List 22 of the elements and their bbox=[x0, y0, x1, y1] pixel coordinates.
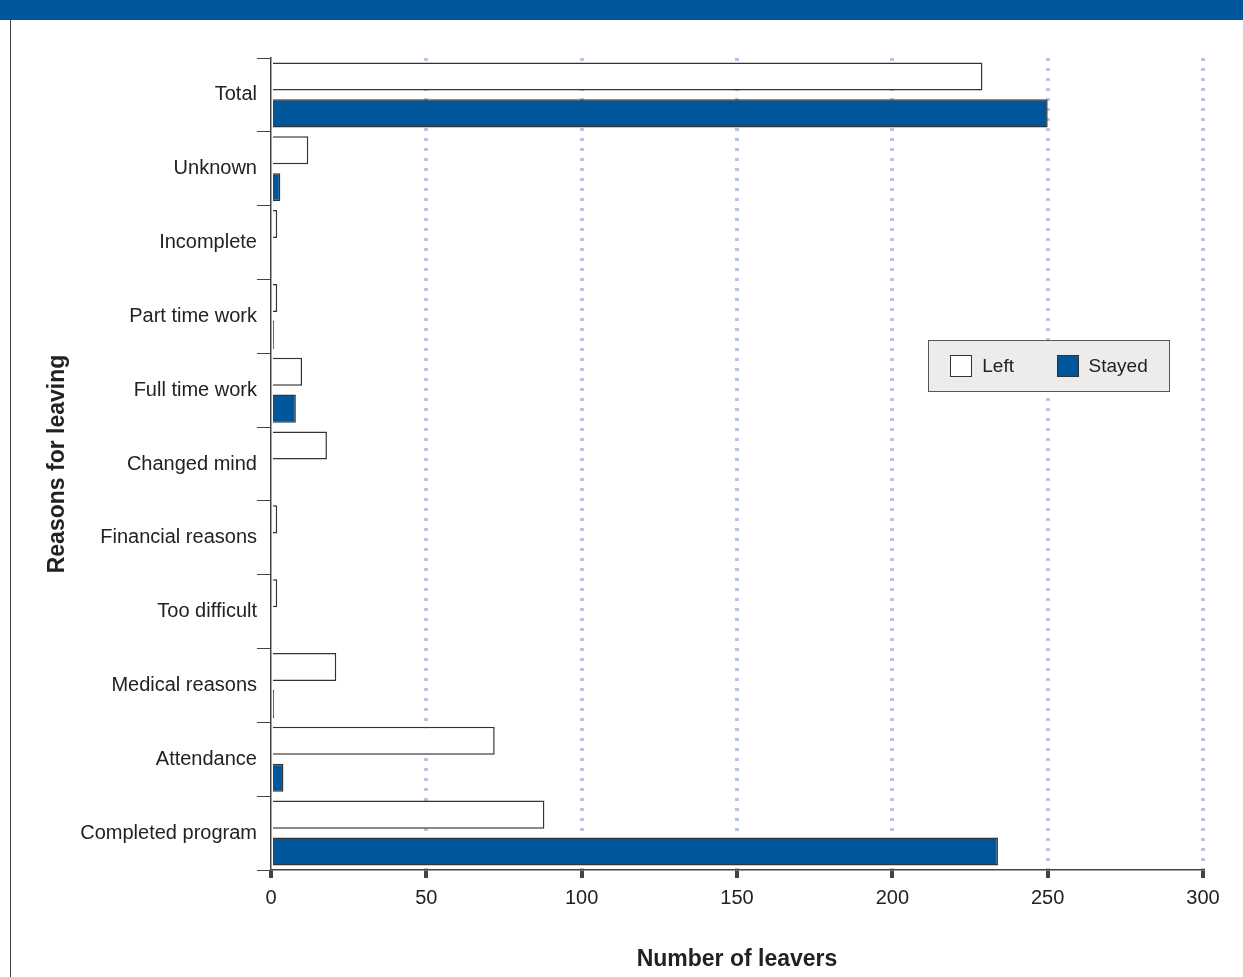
legend-label: Left bbox=[982, 355, 1014, 377]
x-axis-title: Number of leavers bbox=[636, 944, 838, 971]
x-tick-label: 100 bbox=[564, 885, 599, 908]
x-tick-label: 300 bbox=[1186, 885, 1220, 908]
x-tick-label: 0 bbox=[265, 885, 277, 908]
x-tick-label: 250 bbox=[1030, 885, 1065, 908]
y-tick-label: Medical reasons bbox=[111, 672, 257, 695]
y-tick-label: Changed mind bbox=[126, 451, 257, 474]
y-tick-label: Unknown bbox=[173, 156, 257, 179]
y-tick-label: Too difficult bbox=[157, 599, 258, 622]
y-tick-label: Attendance bbox=[155, 746, 257, 769]
y-tick-label: Financial reasons bbox=[100, 525, 257, 548]
y-tick-label: Full time work bbox=[133, 377, 258, 400]
x-tick-label: 50 bbox=[415, 885, 438, 908]
y-tick-label: Part time work bbox=[129, 303, 258, 326]
legend-label: Stayed bbox=[1088, 355, 1148, 377]
x-tick-label: 200 bbox=[875, 885, 910, 908]
y-tick-label: Total bbox=[214, 82, 257, 105]
y-axis-title: Reasons for leaving bbox=[43, 354, 70, 574]
y-tick-label: Incomplete bbox=[159, 230, 257, 253]
x-tick-label: 150 bbox=[720, 885, 754, 908]
y-tick-label: Completed program bbox=[80, 820, 257, 843]
